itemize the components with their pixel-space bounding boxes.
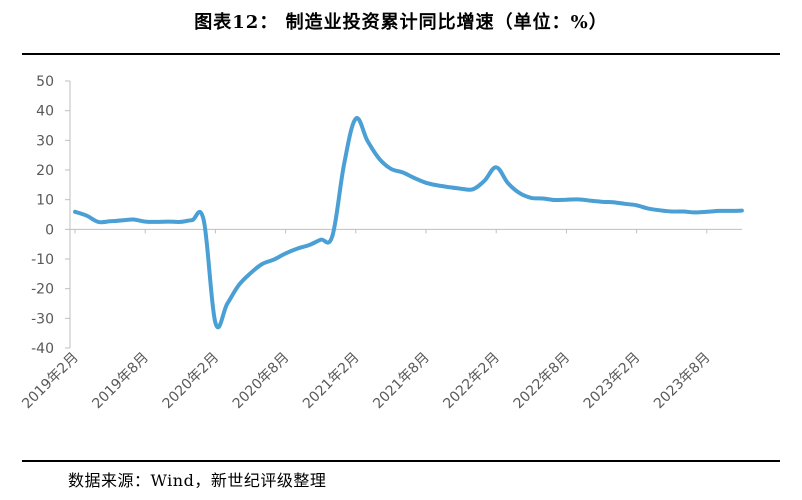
y-tick-label: 40 <box>36 104 54 120</box>
data-point <box>471 188 474 191</box>
data-point <box>740 209 743 212</box>
data-point <box>530 196 533 199</box>
bottom-rule <box>22 460 780 462</box>
data-point <box>120 219 123 222</box>
data-point <box>109 220 112 223</box>
data-point <box>296 247 299 250</box>
data-point <box>74 210 77 213</box>
source-note: 数据来源：Wind，新世纪评级整理 <box>68 471 327 490</box>
data-point <box>237 284 240 287</box>
data-point <box>179 220 182 223</box>
series-layer <box>73 116 744 330</box>
data-point <box>483 179 486 182</box>
data-point <box>167 220 170 223</box>
data-point <box>366 139 369 142</box>
y-tick-label: -40 <box>31 341 54 357</box>
data-point <box>506 182 509 185</box>
data-point <box>436 184 439 187</box>
y-tick-label: -30 <box>31 311 54 327</box>
data-point <box>413 177 416 180</box>
data-point <box>635 204 638 207</box>
x-tick-label: 2023年8月 <box>651 350 714 413</box>
data-point <box>729 209 732 212</box>
data-point <box>705 210 708 213</box>
top-rule <box>22 53 780 55</box>
data-point <box>577 198 580 201</box>
data-point <box>460 187 463 190</box>
data-point <box>132 218 135 221</box>
data-point <box>85 214 88 217</box>
data-point <box>682 210 685 213</box>
data-point <box>97 220 100 223</box>
chart-title: 图表12： 制造业投资累计同比增速（单位：%） <box>194 12 608 33</box>
y-tick-label: 0 <box>45 222 54 238</box>
data-point <box>518 192 521 195</box>
data-point <box>144 220 147 223</box>
data-point <box>319 238 322 241</box>
data-point <box>401 171 404 174</box>
x-tick-label: 2020年8月 <box>230 350 293 413</box>
x-tick-label: 2020年2月 <box>160 350 223 413</box>
data-point <box>155 220 158 223</box>
data-point <box>272 258 275 261</box>
data-point <box>600 200 603 203</box>
y-axis: 50 40 30 20 10 0 -10 -20 -30 -40 <box>31 74 71 357</box>
data-point <box>425 181 428 184</box>
data-point <box>214 321 217 324</box>
data-point <box>553 199 556 202</box>
data-point <box>389 167 392 170</box>
x-tick-label: 2019年8月 <box>89 350 152 413</box>
data-point <box>542 197 545 200</box>
x-tick-label: 2021年8月 <box>370 350 433 413</box>
data-point <box>565 198 568 201</box>
x-axis: 2019年2月 2019年8月 2020年2月 2020年8月 2021年2月 2021年… <box>19 228 742 413</box>
data-point <box>343 163 346 166</box>
y-tick-label: -20 <box>31 282 54 298</box>
y-tick-label: 50 <box>36 74 54 90</box>
data-point <box>191 219 194 222</box>
x-tick-label: 2022年8月 <box>511 350 574 413</box>
data-point <box>448 186 451 189</box>
data-point <box>623 202 626 205</box>
data-point <box>647 207 650 210</box>
x-tick-label: 2021年2月 <box>300 350 363 413</box>
data-point <box>612 201 615 204</box>
series-line <box>73 116 744 330</box>
x-tick-label: 2019年2月 <box>19 350 82 413</box>
data-point <box>284 252 287 255</box>
data-point <box>308 244 311 247</box>
data-point <box>202 219 205 222</box>
y-tick-label: 20 <box>36 163 54 179</box>
data-point <box>249 272 252 275</box>
data-point <box>694 211 697 214</box>
data-point <box>670 210 673 213</box>
data-point <box>659 209 662 212</box>
x-tick-label: 2022年2月 <box>440 350 503 413</box>
data-point <box>378 157 381 160</box>
data-point <box>588 199 591 202</box>
data-point <box>354 117 357 120</box>
data-point <box>495 166 498 169</box>
y-tick-label: -10 <box>31 252 54 268</box>
data-point <box>261 263 264 266</box>
data-point <box>717 209 720 212</box>
y-tick-label: 10 <box>36 193 54 209</box>
x-tick-label: 2023年2月 <box>581 350 644 413</box>
data-point <box>331 234 334 237</box>
data-point <box>226 303 229 306</box>
y-tick-label: 30 <box>36 133 54 149</box>
